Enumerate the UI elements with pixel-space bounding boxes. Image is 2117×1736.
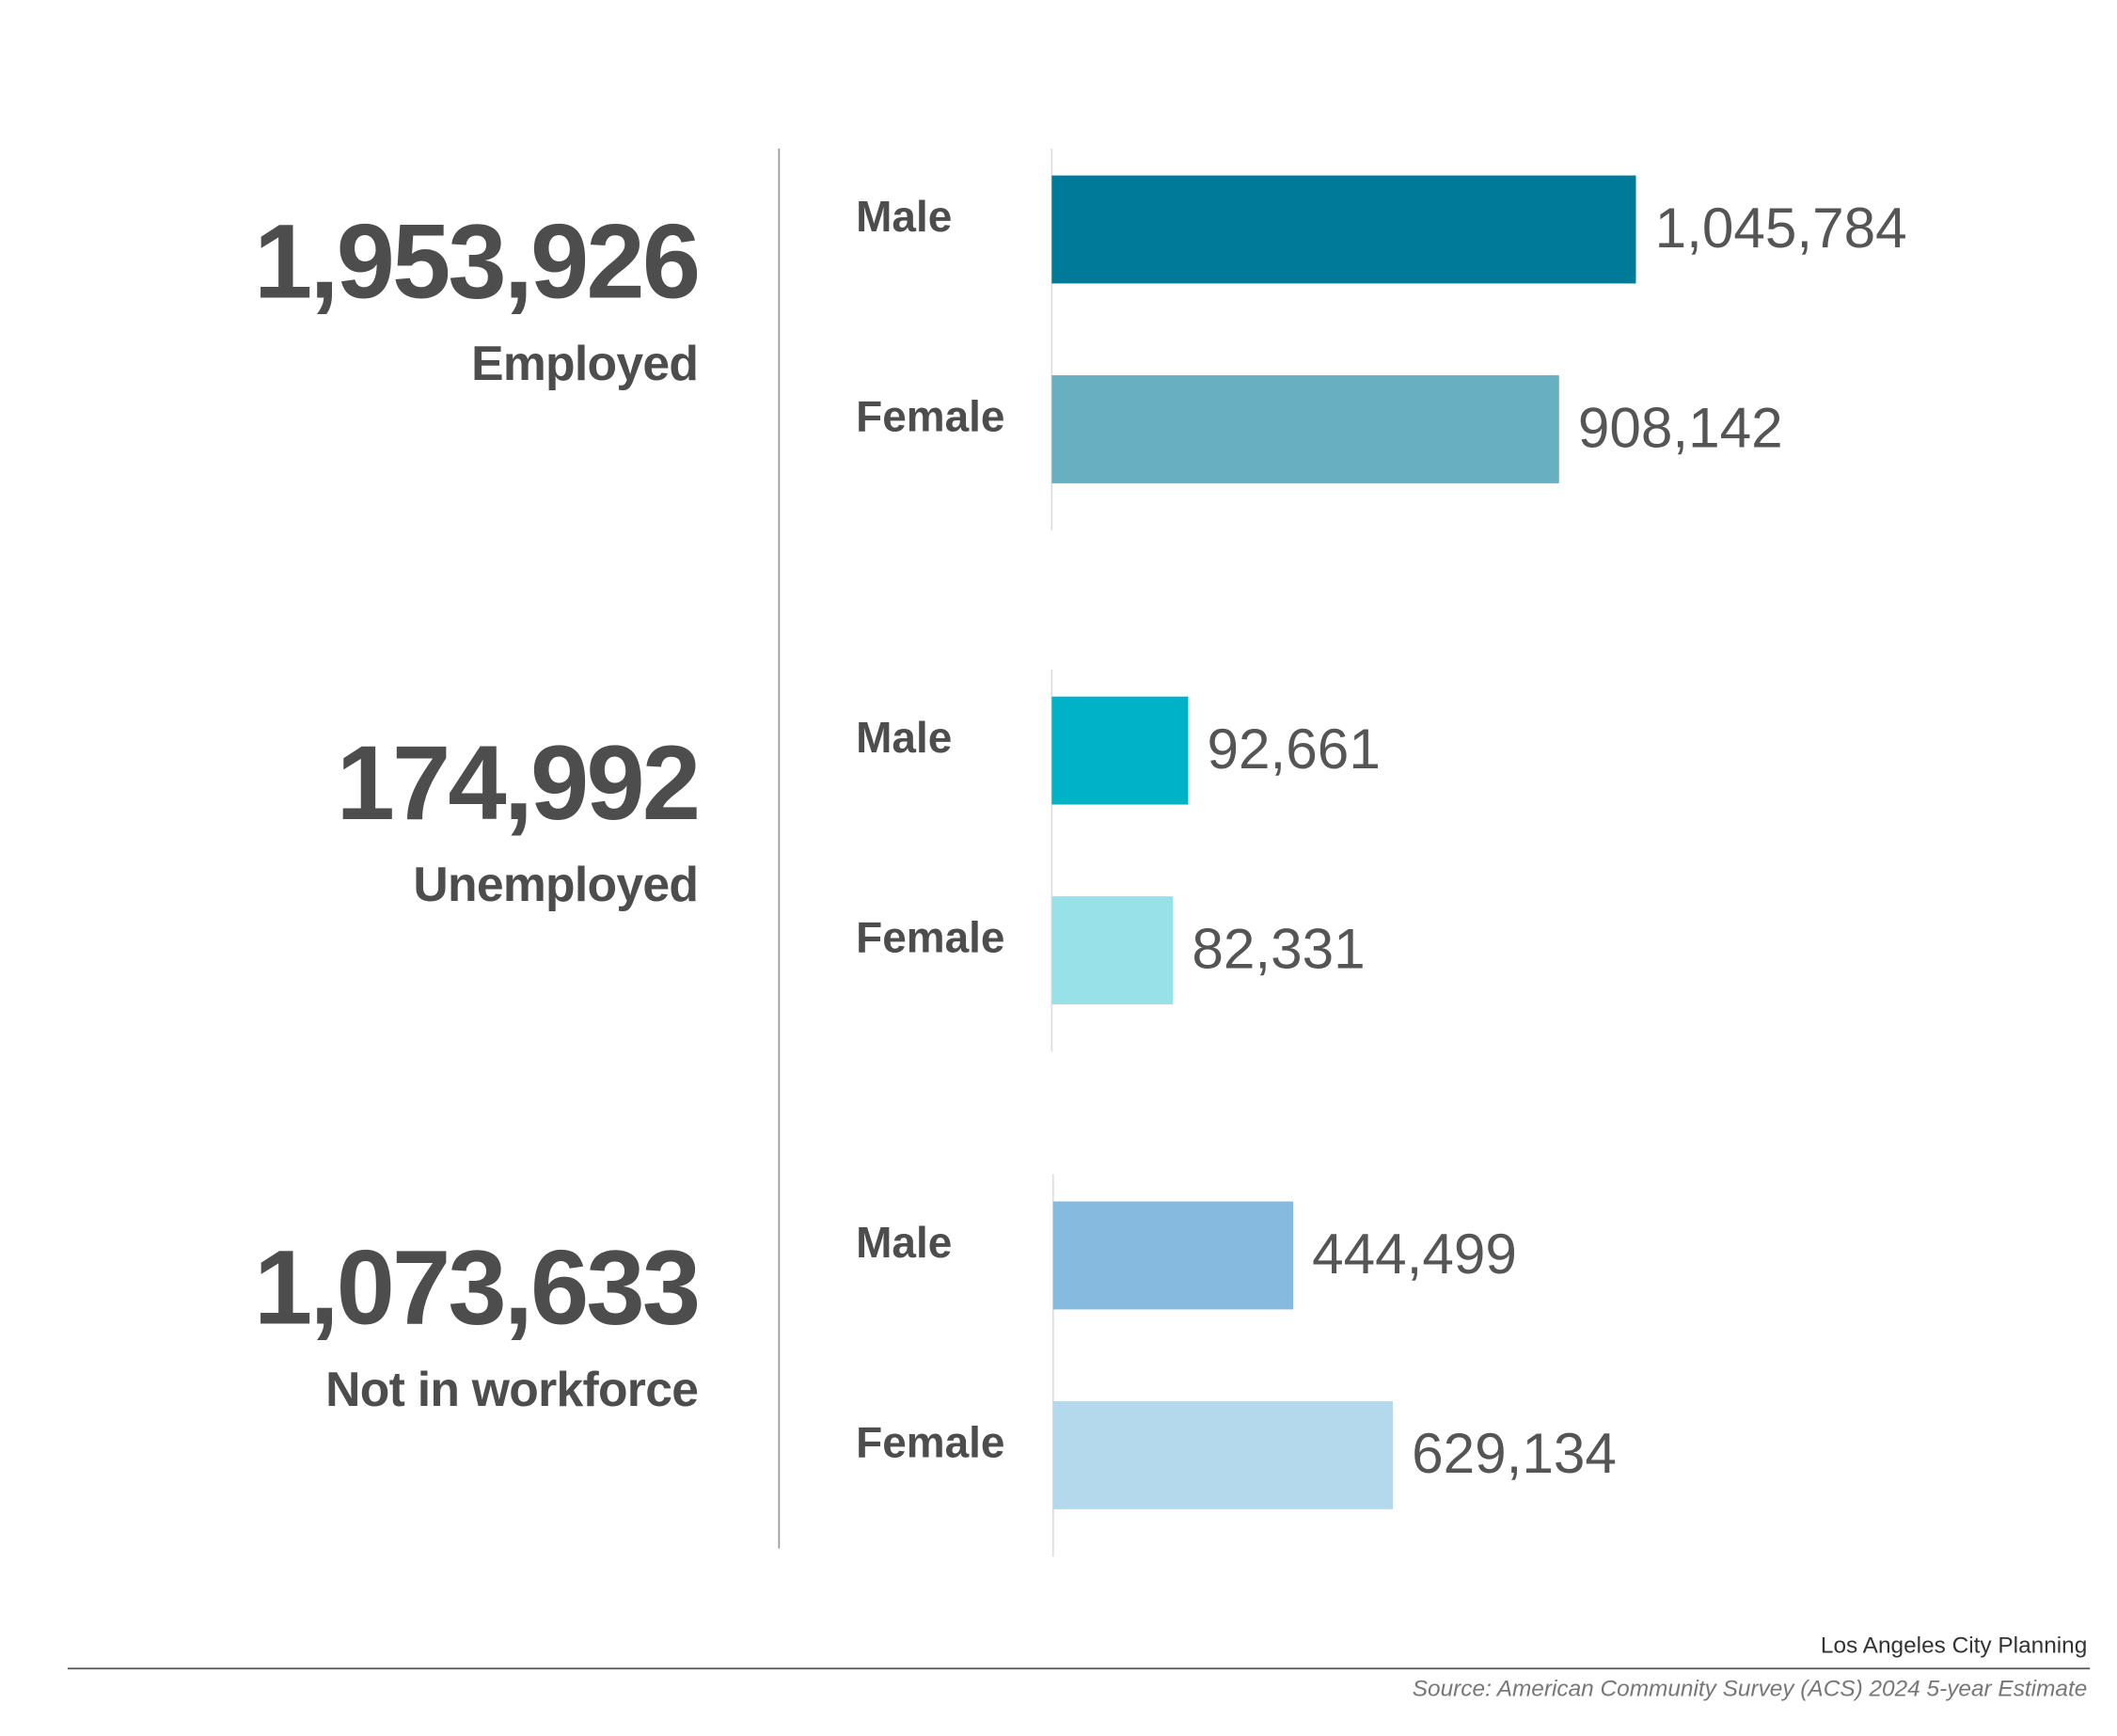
value-label: 629,134 [1412,1421,1617,1485]
value-label: 92,661 [1208,717,1381,781]
bar [1051,375,1559,483]
category-label: Male [856,1218,952,1267]
total: 1,953,926 [254,203,698,321]
credit: Los Angeles City Planning [1821,1633,2087,1659]
category-label: Female [856,913,1004,962]
bar [1052,1201,1293,1310]
category-label: Male [856,713,952,762]
group-label: Unemployed [413,857,698,911]
value-label: 908,142 [1578,395,1783,459]
category-label: Female [856,392,1004,441]
total: 174,992 [337,724,699,842]
bar [1052,1401,1393,1509]
value-label: 444,499 [1312,1222,1517,1286]
value-label: 82,331 [1192,916,1365,980]
bar [1051,896,1174,1004]
group-label: Not in workforce [325,1362,698,1416]
total: 1,073,633 [254,1229,698,1347]
bar [1051,175,1636,284]
value-label: 1,045,784 [1655,196,1907,260]
category-label: Male [856,192,952,241]
category-label: Female [856,1418,1004,1467]
source: Source: American Community Survey (ACS) … [1413,1677,2088,1702]
group-label: Employed [471,336,698,390]
bar [1051,696,1189,805]
